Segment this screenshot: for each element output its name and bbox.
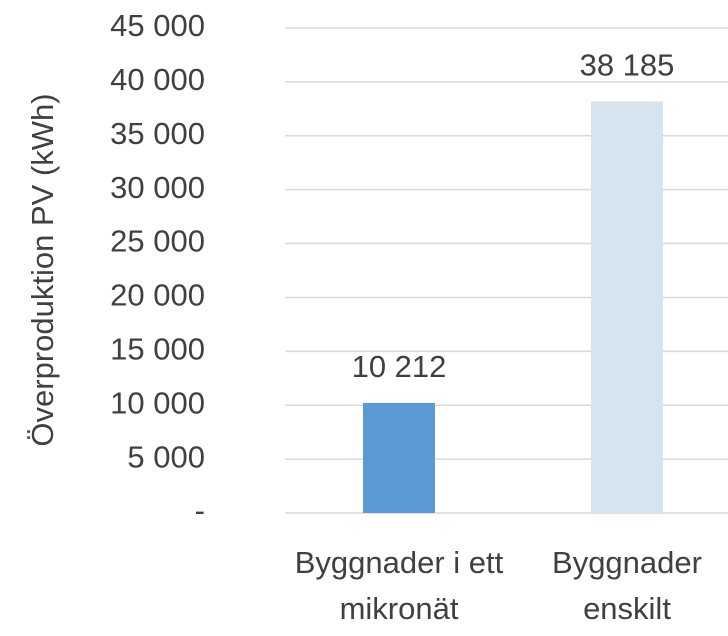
y-tick-label: 20 000: [110, 278, 205, 313]
data-label: 38 185: [580, 48, 675, 83]
bar: [591, 101, 663, 513]
y-tick-label: -: [195, 493, 205, 528]
y-tick-label: 15 000: [110, 332, 205, 367]
y-tick-label: 10 000: [110, 385, 205, 420]
y-tick-label: 45 000: [110, 8, 205, 43]
data-label: 10 212: [352, 349, 447, 384]
y-axis-label: Överproduktion PV (kWh): [25, 93, 60, 446]
x-tick-label: Byggnader i ett mikronät: [294, 545, 504, 626]
y-tick-label: 30 000: [110, 170, 205, 205]
y-tick-label: 40 000: [110, 62, 205, 97]
x-tick-label: Byggnader enskilt: [552, 545, 702, 626]
y-tick-label: 5 000: [127, 439, 205, 474]
y-tick-label: 35 000: [110, 116, 205, 151]
bar: [363, 402, 435, 513]
y-tick-label: 25 000: [110, 224, 205, 259]
